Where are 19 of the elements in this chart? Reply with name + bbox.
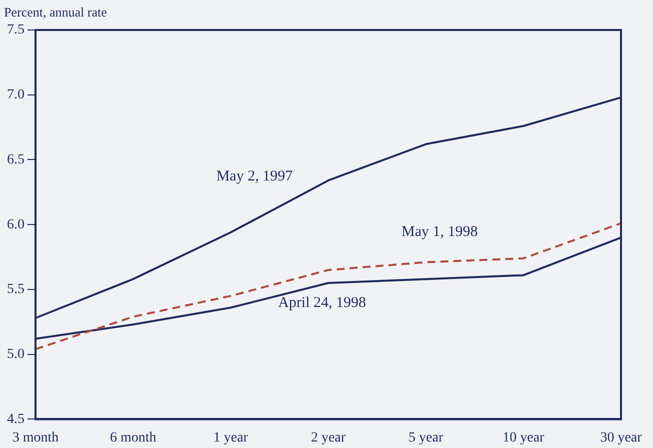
x-tick-label: 3 month <box>12 430 59 446</box>
y-tick-label: 7.5 <box>7 22 24 38</box>
y-tick-label: 4.5 <box>7 412 24 427</box>
x-tick-label: 2 year <box>310 430 346 446</box>
y-tick-label: 6.5 <box>7 152 24 168</box>
x-tick-label: 5 year <box>408 430 444 446</box>
series-label: May 2, 1997 <box>216 168 294 184</box>
x-tick-label: 30 year <box>600 430 642 446</box>
x-tick-label: 1 year <box>213 430 248 446</box>
x-tick-label: 10 year <box>502 430 545 446</box>
y-tick-label: 7.0 <box>7 88 24 103</box>
y-axis-title: Percent, annual rate <box>4 4 108 20</box>
line-series <box>34 222 622 350</box>
x-tick-label: 6 month <box>110 430 156 446</box>
y-tick-label: 6.0 <box>7 217 24 232</box>
y-tick-label: 5.5 <box>7 282 24 298</box>
y-tick-label: 5.0 <box>7 347 24 362</box>
series-label: April 24, 1998 <box>278 294 366 311</box>
series-label: May 1, 1998 <box>402 224 478 240</box>
